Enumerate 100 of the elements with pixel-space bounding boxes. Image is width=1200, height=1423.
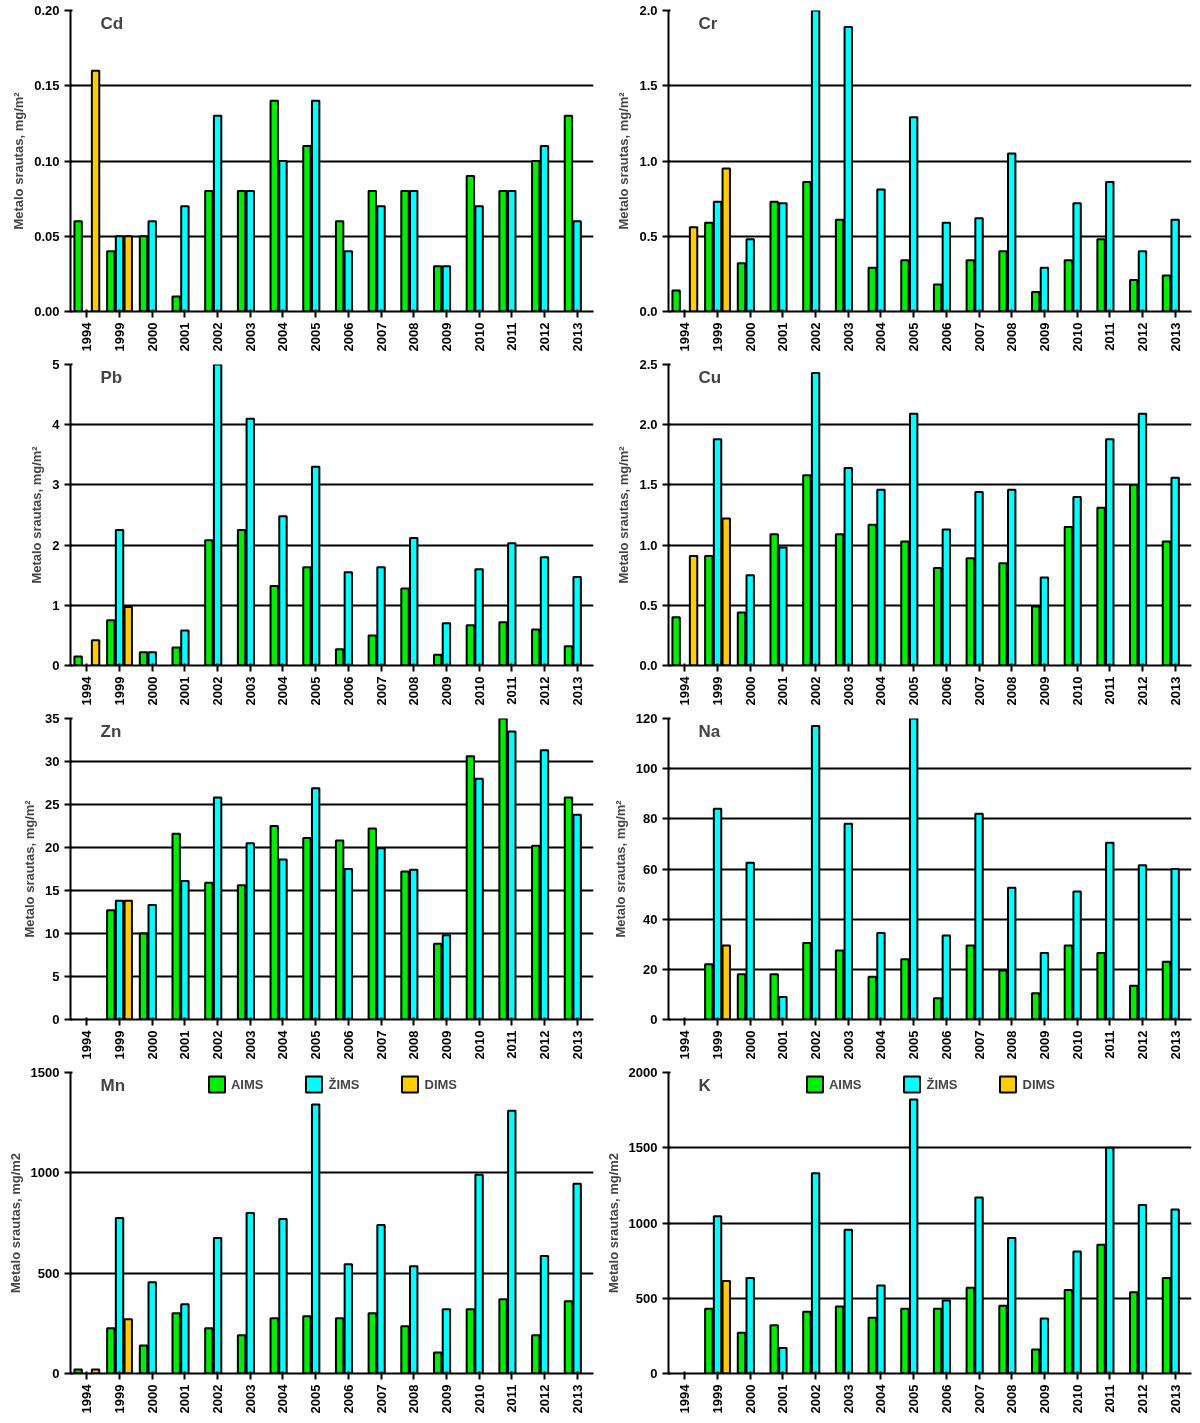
x-tick-label: 2007	[373, 1030, 389, 1060]
legend-label: DIMS	[424, 1076, 458, 1092]
x-tick-label: 2000	[144, 1384, 160, 1414]
x-tick-label: 2006	[340, 676, 356, 706]
y-tick-label: 1.0	[639, 153, 658, 169]
y-axis-title: Metalo srautas, mg/m²	[11, 91, 27, 230]
x-tick-label: 2006	[938, 1384, 954, 1414]
x-tick-label: 2005	[308, 1030, 324, 1060]
x-tick-label: 2007	[971, 1030, 987, 1060]
x-tick-label: 2009	[1036, 322, 1052, 352]
x-tick-label: 1994	[677, 1383, 693, 1414]
y-tick-label: 0.0	[639, 304, 658, 319]
x-tick-label: 2013	[569, 1030, 585, 1060]
legend-label: ŽIMS	[328, 1076, 360, 1092]
x-tick-label: 1999	[710, 1384, 726, 1414]
y-axis-title: Metalo srautas, mg/m2	[7, 1152, 23, 1294]
x-tick-label: 2004	[275, 1383, 291, 1414]
x-tick-label: 2001	[177, 322, 193, 352]
x-tick-label: 2004	[275, 675, 291, 706]
x-tick-label: 2012	[1134, 1030, 1150, 1060]
x-tick-label: 2005	[906, 1384, 922, 1414]
y-tick-label: 2.5	[639, 357, 658, 372]
y-tick-label: 0	[650, 1366, 658, 1381]
legend-label: ŽIMS	[926, 1076, 958, 1092]
x-tick-label: 2007	[373, 322, 389, 352]
y-axis-title: Metalo srautas, mg/m²	[22, 799, 38, 938]
x-tick-label: 2011	[1102, 1384, 1118, 1413]
x-tick-label: 2000	[144, 676, 160, 706]
x-tick-label: 2005	[308, 1384, 324, 1414]
x-tick-label: 2012	[1134, 676, 1150, 706]
chart-title: Na	[698, 721, 721, 741]
x-tick-label: 2001	[177, 1384, 193, 1414]
x-tick-label: 2010	[471, 322, 487, 352]
y-tick-label: 120	[635, 711, 658, 726]
x-tick-label: 1999	[710, 1030, 726, 1060]
x-tick-label: 2008	[1004, 1030, 1020, 1060]
x-tick-label: 2002	[210, 1030, 226, 1060]
y-tick-label: 5	[52, 969, 60, 984]
x-tick-label: 2002	[210, 322, 226, 352]
y-tick-label: 1000	[30, 1165, 60, 1181]
y-axis-title: Metalo srautas, mg/m²	[616, 91, 632, 230]
y-tick-label: 500	[635, 1290, 658, 1306]
y-tick-label: 80	[643, 811, 658, 827]
x-tick-label: 1999	[112, 322, 128, 352]
y-tick-label: 2.0	[639, 417, 658, 433]
x-tick-label: 2013	[1167, 322, 1183, 352]
x-tick-label: 1994	[79, 1029, 95, 1060]
y-tick-label: 0.0	[639, 658, 658, 673]
x-tick-label: 2006	[938, 322, 954, 352]
y-tick-label: 3	[52, 477, 60, 493]
y-tick-label: 0.10	[34, 153, 60, 169]
x-tick-label: 2009	[1036, 1384, 1052, 1414]
x-tick-label: 2001	[775, 1030, 791, 1060]
y-tick-label: 100	[635, 761, 658, 777]
x-tick-label: 2002	[808, 676, 824, 706]
y-tick-label: 0.00	[34, 304, 60, 319]
x-tick-label: 2001	[775, 676, 791, 706]
x-tick-label: 2010	[471, 1030, 487, 1060]
x-tick-label: 2007	[971, 322, 987, 352]
legend-label: AIMS	[230, 1076, 264, 1092]
x-tick-label: 2003	[840, 322, 856, 352]
x-tick-label: 2004	[873, 1029, 889, 1060]
x-tick-label: 1994	[79, 321, 95, 352]
y-tick-label: 5	[52, 357, 60, 372]
y-tick-label: 20	[643, 961, 658, 977]
y-tick-label: 40	[643, 911, 658, 927]
y-tick-label: 0	[650, 1012, 658, 1027]
x-tick-label: 2010	[1069, 676, 1085, 706]
y-axis-title: Metalo srautas, mg/m²	[612, 799, 628, 938]
x-tick-label: 2013	[1167, 1030, 1183, 1060]
y-tick-label: 35	[45, 711, 60, 726]
x-tick-label: 2004	[873, 321, 889, 352]
x-tick-label: 1999	[112, 676, 128, 706]
x-tick-label: 1994	[677, 675, 693, 706]
x-tick-label: 2003	[242, 676, 258, 706]
chart-title: Cr	[698, 13, 718, 33]
y-axis-title: Metalo srautas, mg/m²	[616, 445, 632, 584]
x-tick-label: 1999	[112, 1384, 128, 1414]
x-tick-label: 2001	[177, 676, 193, 706]
y-tick-label: 1.5	[639, 477, 658, 493]
y-axis-title: Metalo srautas, mg/m²	[29, 445, 45, 584]
x-tick-label: 2006	[340, 1384, 356, 1414]
x-tick-label: 2009	[1036, 676, 1052, 706]
x-tick-label: 2013	[569, 322, 585, 352]
y-tick-label: 0.20	[34, 3, 60, 18]
x-tick-label: 2012	[1134, 1384, 1150, 1414]
x-tick-label: 2006	[340, 322, 356, 352]
x-tick-label: 2006	[938, 676, 954, 706]
x-tick-label: 2011	[504, 1030, 520, 1059]
y-tick-label: 2	[52, 537, 60, 553]
x-tick-label: 2001	[775, 1384, 791, 1414]
x-tick-label: 2011	[1102, 322, 1118, 351]
x-tick-label: 2004	[275, 1029, 291, 1060]
y-tick-label: 0.15	[34, 78, 60, 94]
x-tick-label: 2010	[471, 676, 487, 706]
x-tick-label: 2010	[1069, 1030, 1085, 1060]
x-tick-label: 2011	[504, 676, 520, 705]
x-tick-label: 1994	[79, 1383, 95, 1414]
y-tick-label: 25	[45, 797, 60, 812]
x-tick-label: 2003	[840, 1384, 856, 1414]
